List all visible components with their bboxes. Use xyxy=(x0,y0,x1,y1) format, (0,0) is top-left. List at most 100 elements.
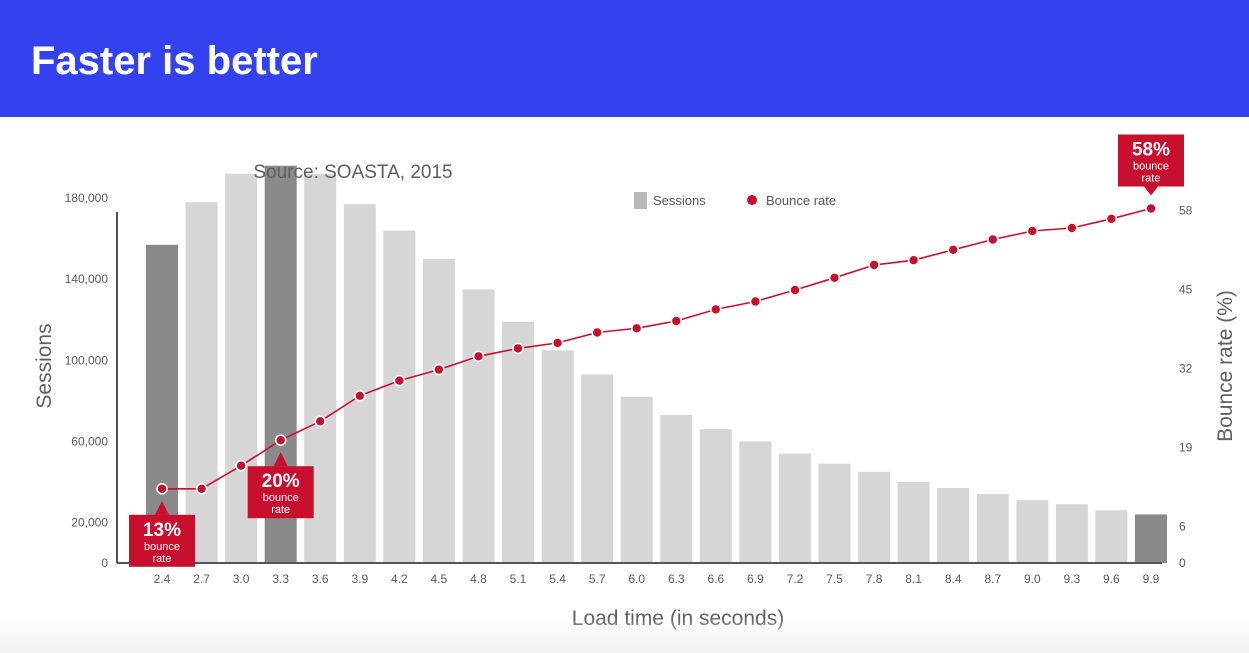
y2-tick-label: 0 xyxy=(1179,556,1186,570)
y-tick-label: 140,000 xyxy=(65,272,109,286)
x-tick-label: 9.6 xyxy=(1103,572,1120,586)
x-tick-label: 8.1 xyxy=(905,572,922,586)
sessions-bar xyxy=(343,204,376,563)
bounce-rate-point xyxy=(1105,213,1118,225)
legend-sessions-label: Sessions xyxy=(653,193,706,208)
x-tick-label: 6.6 xyxy=(707,572,724,586)
y2-tick-label: 19 xyxy=(1179,441,1193,455)
x-tick-label: 3.6 xyxy=(312,572,329,586)
callout-pointer xyxy=(155,500,169,515)
y-tick-label: 180,000 xyxy=(65,191,109,205)
bounce-rate-point xyxy=(393,374,406,387)
x-tick-label: 4.2 xyxy=(391,572,408,586)
y2-tick-label: 32 xyxy=(1179,361,1193,375)
sessions-bar xyxy=(1135,514,1167,563)
sessions-bar xyxy=(660,415,693,563)
x-tick-label: 3.3 xyxy=(272,572,289,586)
legend: Sessions Bounce rate xyxy=(634,192,836,209)
y-tick-label: 20,000 xyxy=(71,516,108,530)
y2-tick-label: 45 xyxy=(1179,282,1193,296)
header-bar: Faster is better xyxy=(0,0,1249,117)
x-tick-label: 6.0 xyxy=(628,572,645,586)
x-tick-label: 6.9 xyxy=(747,572,764,586)
y-tick-label: 0 xyxy=(101,556,108,570)
bounce-rate-point xyxy=(353,389,366,402)
bounce-rate-point xyxy=(156,482,168,495)
x-tick-label: 3.9 xyxy=(351,572,368,586)
y2-tick-label: 58 xyxy=(1179,203,1193,217)
bounce-rate-point xyxy=(591,326,604,339)
bounce-rate-point xyxy=(868,259,880,271)
x-tick-label: 9.0 xyxy=(1024,572,1041,586)
x-tick-label: 3.0 xyxy=(233,572,250,586)
sessions-bar xyxy=(185,202,218,563)
bounce-rate-point xyxy=(472,350,485,363)
bounce-rate-point xyxy=(512,342,524,355)
x-tick-label: 7.5 xyxy=(826,572,843,586)
bounce-rate-point xyxy=(986,233,999,246)
x-tick-label: 9.9 xyxy=(1143,572,1160,586)
x-tick-label: 4.8 xyxy=(470,572,487,586)
sessions-bar xyxy=(1095,510,1128,563)
x-tick-label: 5.4 xyxy=(549,572,566,586)
callout-value: 13% xyxy=(143,520,181,541)
callout-caption-line2: rate xyxy=(153,553,172,565)
sessions-bar xyxy=(779,453,811,563)
callout-pointer xyxy=(273,452,288,467)
bounce-rate-point xyxy=(1066,222,1078,234)
page-title: Faster is better xyxy=(31,39,318,83)
x-tick-label: 7.8 xyxy=(866,572,883,586)
bounce-rate-point xyxy=(630,322,643,335)
callout-box xyxy=(129,514,195,567)
sessions-bar xyxy=(976,494,1009,563)
x-tick-label: 8.7 xyxy=(984,572,1001,586)
x-tick-label: 2.4 xyxy=(154,572,171,586)
sessions-bar xyxy=(818,463,851,563)
sessions-bar xyxy=(1016,500,1049,563)
y-tick-label: 60,000 xyxy=(71,434,108,448)
bounce-rate-point xyxy=(551,337,564,349)
callout-value: 20% xyxy=(262,471,300,492)
bounce-rate-point xyxy=(314,415,327,428)
y-tick-label: 100,000 xyxy=(65,353,109,367)
sessions-bar xyxy=(620,396,653,563)
sessions-bar xyxy=(502,321,534,563)
bounce-rate-point xyxy=(789,284,801,296)
sessions-bar xyxy=(1055,504,1088,563)
callout-caption-line1: bounce xyxy=(263,492,299,504)
bounce-rate-point xyxy=(749,295,762,308)
sessions-bar xyxy=(422,259,455,563)
sessions-bar xyxy=(581,374,614,563)
axes-layer: 0 20,000 60,000 100,000 140,000 180,000 0 6 19 32… xyxy=(65,191,1193,586)
x-axis-title: Load time (in seconds) xyxy=(572,607,784,630)
sessions-bar xyxy=(699,429,732,563)
callout-caption-line2: rate xyxy=(271,504,290,516)
sessions-bar xyxy=(897,481,930,563)
bounce-rate-point xyxy=(1145,202,1157,215)
y2-axis-title: Bounce rate (%) xyxy=(1214,290,1237,442)
x-tick-label: 7.2 xyxy=(787,572,804,586)
bars-layer xyxy=(146,165,1167,564)
bounce-rate-point xyxy=(235,459,247,472)
bounce-rate-point xyxy=(828,271,841,284)
callout-box xyxy=(1118,134,1184,187)
bounce-rate-point xyxy=(670,315,683,327)
chart-subtitle: Source: SOASTA, 2015 xyxy=(253,162,452,183)
y2-tick-label: 6 xyxy=(1179,520,1186,534)
bounce-rate-point xyxy=(709,303,722,316)
callout-caption-line1: bounce xyxy=(144,541,180,553)
bounce-rate-point xyxy=(433,363,445,376)
x-tick-label: 9.3 xyxy=(1064,572,1081,586)
bounce-rate-point xyxy=(947,244,960,256)
callout-caption-line1: bounce xyxy=(1133,161,1169,173)
sessions-bar xyxy=(462,289,495,563)
sessions-bar xyxy=(739,441,772,563)
sessions-bar xyxy=(541,350,574,563)
sessions-bar xyxy=(937,488,970,563)
callout-caption-line2: rate xyxy=(1142,173,1161,185)
x-tick-label: 8.4 xyxy=(945,572,962,586)
